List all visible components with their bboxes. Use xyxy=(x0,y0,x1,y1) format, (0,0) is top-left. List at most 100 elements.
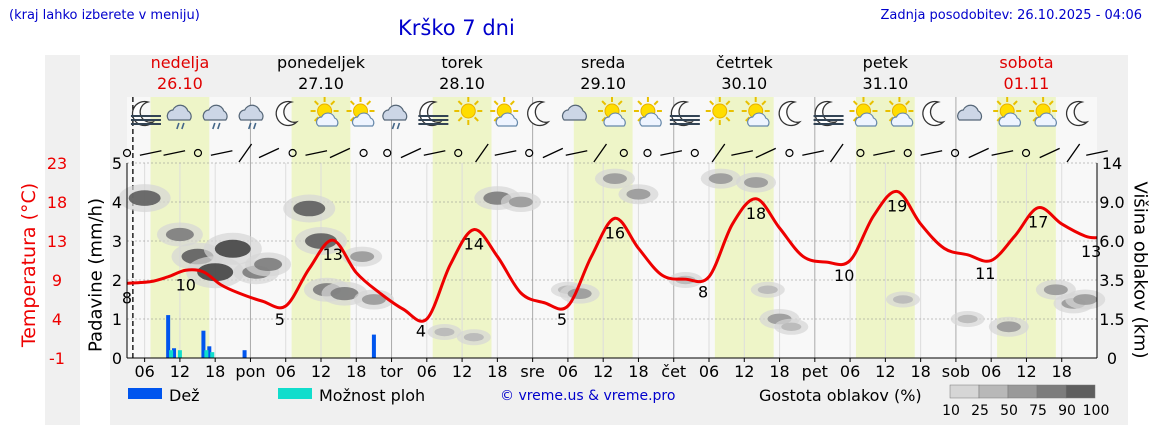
density-level-label: 75 xyxy=(1029,403,1047,419)
calm-wind-icon xyxy=(1021,148,1031,158)
cloud-blob xyxy=(893,295,913,304)
day-name: sreda xyxy=(581,53,625,72)
wind-barb-icon xyxy=(475,143,489,163)
x-tick-label: 18 xyxy=(346,362,366,381)
menu-hint[interactable]: (kraj lahko izberete v meniju) xyxy=(9,8,200,23)
last-updated: Zadnja posodobitev: 26.10.2025 - 04:06 xyxy=(880,8,1142,23)
temperature-value-label: 5 xyxy=(275,310,285,329)
cloud-blob xyxy=(1073,294,1098,305)
cloud-blob xyxy=(214,239,251,258)
cloud-blob xyxy=(350,251,375,262)
rain-icon xyxy=(166,104,192,130)
x-tick-label: tor xyxy=(380,362,403,381)
sun-ray-icon xyxy=(349,100,355,106)
cloud-icon xyxy=(998,112,1022,127)
wind-barb-icon xyxy=(542,147,564,159)
wind-barb-icon xyxy=(400,147,422,159)
day-name: nedelja xyxy=(151,53,210,72)
x-tick-label: sob xyxy=(942,362,970,381)
sun-cloud-icon xyxy=(598,97,626,127)
sun-ray-icon xyxy=(313,100,319,106)
cloud-icon xyxy=(639,112,662,127)
credit-link[interactable]: © vreme.us & vreme.pro xyxy=(500,388,676,404)
sun-cloud-icon xyxy=(1029,97,1058,127)
wind-barb-icon xyxy=(258,147,280,159)
night-fog-icon xyxy=(418,100,449,127)
x-tick-label: 06 xyxy=(840,362,860,381)
cloud-blob xyxy=(757,285,778,294)
cloud-icon xyxy=(495,112,519,127)
calm-wind-icon xyxy=(950,148,960,158)
cloud-blob xyxy=(165,227,194,242)
cloud-height-tick-label: 3.5 xyxy=(1099,271,1124,290)
calm-wind-icon xyxy=(643,148,652,158)
x-tick-label: 12 xyxy=(311,362,331,381)
calm-wind-icon xyxy=(903,148,912,158)
x-tick-label: 06 xyxy=(699,362,719,381)
day-date: 01.11 xyxy=(1004,74,1050,93)
cloud-icon xyxy=(747,112,770,127)
density-swatch xyxy=(949,384,980,399)
night-icon xyxy=(275,100,299,127)
rain-bar xyxy=(166,315,171,358)
shower-bar xyxy=(169,350,174,358)
cloud-blob xyxy=(602,173,627,185)
night-icon xyxy=(922,100,946,127)
night-fog-icon xyxy=(130,100,161,127)
precipitation-tick-label: 3 xyxy=(112,232,122,251)
density-level-label: 10 xyxy=(942,403,960,419)
cloud-icon xyxy=(238,104,264,121)
moon-icon xyxy=(778,100,802,127)
wind-barb-icon xyxy=(711,143,726,163)
precipitation-tick-label: 5 xyxy=(112,154,122,173)
wind-barb-icon xyxy=(802,150,824,156)
day-date: 28.10 xyxy=(439,74,485,93)
precipitation-tick-label: 1 xyxy=(112,310,122,329)
sun-ray-icon xyxy=(869,100,875,106)
x-tick-label: 18 xyxy=(910,362,930,381)
temperature-tick-label: -1 xyxy=(49,349,65,368)
cloud-blob xyxy=(197,263,234,282)
shower-legend-label: Možnost ploh xyxy=(319,386,426,405)
sun-icon xyxy=(460,103,476,119)
sun-ray-icon xyxy=(637,100,643,106)
cloud-height-tick-label: 6.0 xyxy=(1099,232,1124,251)
temperature-value-label: 17 xyxy=(1028,213,1048,232)
weather-icon-row xyxy=(130,97,1090,130)
sun-ray-icon xyxy=(473,116,479,122)
wind-barb-icon xyxy=(660,150,683,156)
calm-wind-icon xyxy=(785,148,794,158)
cloud-height-axis-label: Višina oblakov (km) xyxy=(1129,181,1151,359)
rain-icon xyxy=(202,104,228,130)
wind-barb-icon xyxy=(565,150,588,156)
sun-ray-icon xyxy=(330,100,336,106)
x-tick-label: 06 xyxy=(276,362,296,381)
wind-barb-icon xyxy=(755,147,777,159)
x-tick-label: 18 xyxy=(628,362,648,381)
temperature-value-label: 18 xyxy=(746,204,766,223)
shower-bar xyxy=(210,352,215,358)
precipitation-tick-label: 4 xyxy=(112,193,122,212)
raindrop-icon xyxy=(396,122,401,130)
sun-ray-icon xyxy=(725,116,731,122)
density-swatch xyxy=(1065,384,1096,399)
temperature-value-label: 4 xyxy=(416,322,426,341)
raindrop-icon xyxy=(391,122,396,130)
wind-barb-icon xyxy=(593,143,608,163)
temperature-value-label: 16 xyxy=(605,223,625,242)
day-name: četrtek xyxy=(716,53,774,72)
density-swatch xyxy=(1036,384,1067,399)
sun-ray-icon xyxy=(709,100,715,106)
raindrop-icon xyxy=(176,122,180,130)
cloud-blob xyxy=(293,200,326,217)
calm-wind-icon xyxy=(288,148,297,158)
cloudy-icon xyxy=(561,104,587,121)
sun-ray-icon xyxy=(888,100,894,106)
sun-cloud-icon xyxy=(310,97,339,127)
calm-wind-icon xyxy=(359,148,368,158)
temperature-tick-label: 13 xyxy=(47,232,67,251)
day-date: 27.10 xyxy=(298,74,344,93)
wind-barb-icon xyxy=(238,143,253,163)
cloud-blob xyxy=(744,177,769,188)
cloudy-icon xyxy=(957,104,983,121)
